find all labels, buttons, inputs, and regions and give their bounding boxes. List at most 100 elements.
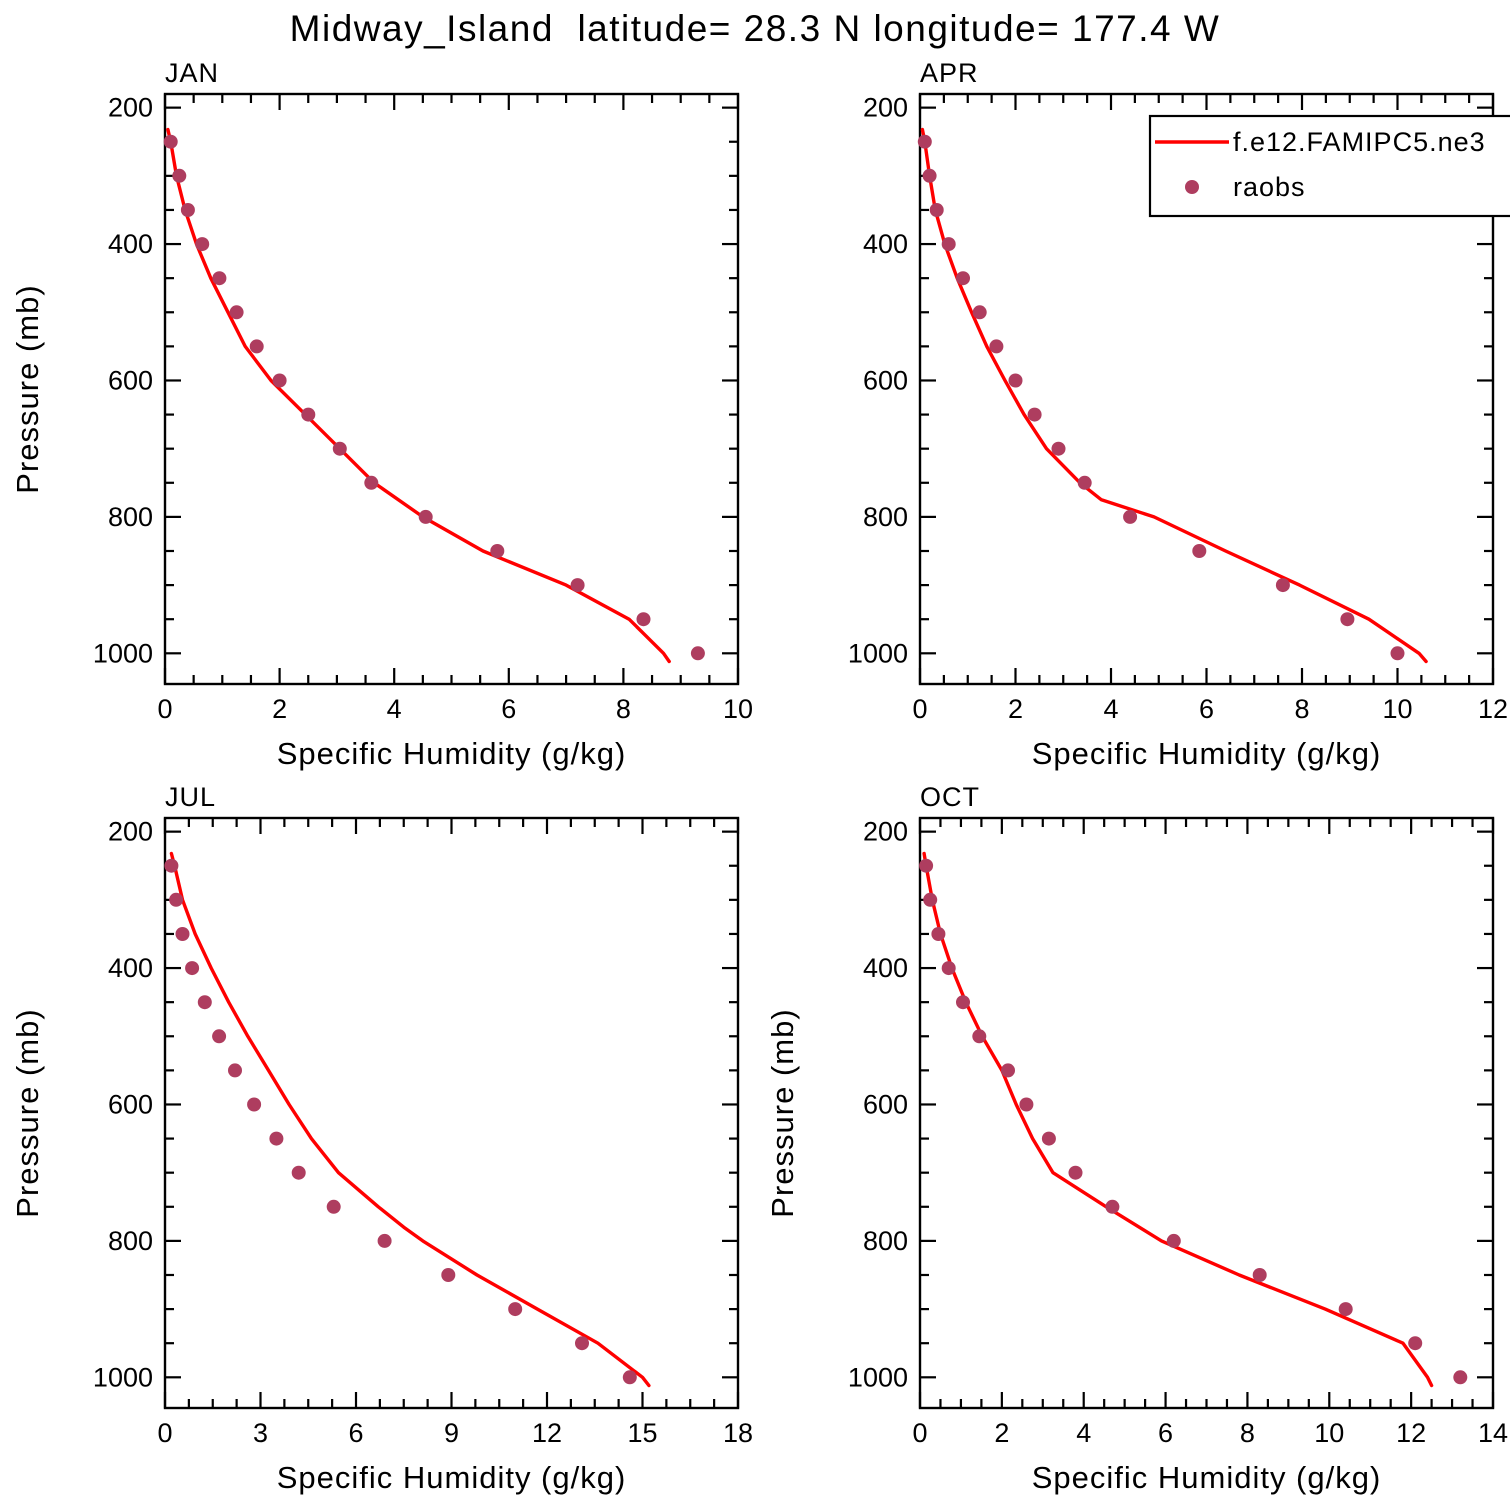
y-tick-label: 800: [863, 1226, 908, 1256]
y-tick-label: 1000: [848, 1362, 908, 1392]
plot-frame: [163, 816, 740, 1410]
y-tick-label: 600: [108, 1089, 153, 1119]
raobs-dot: [929, 203, 944, 217]
x-tick-label: 10: [723, 694, 753, 724]
y-axis-title: Pressure (mb): [10, 284, 45, 493]
raobs-dot: [441, 1268, 456, 1282]
x-tick-label: 4: [1076, 1418, 1091, 1448]
raobs-dot: [1105, 1199, 1120, 1214]
x-tick-label: 0: [912, 694, 927, 724]
x-tick-label: 8: [616, 694, 631, 724]
raobs-dot: [326, 1199, 341, 1214]
x-tick-label: 2: [1008, 694, 1023, 724]
raobs-dot: [1453, 1370, 1468, 1385]
raobs-dot: [1008, 373, 1023, 388]
y-tick-label: 200: [108, 817, 153, 847]
raobs-dot: [1041, 1131, 1056, 1146]
panel-month-label: JUL: [165, 782, 216, 812]
raobs-dot: [941, 237, 956, 252]
raobs-dot: [212, 271, 227, 286]
raobs-dot: [272, 373, 287, 388]
raobs-dot: [919, 858, 934, 873]
raobs-dot: [1408, 1336, 1423, 1351]
y-tick-label: 600: [863, 365, 908, 395]
raobs-dot: [1123, 509, 1138, 524]
raobs-dot: [570, 578, 585, 593]
raobs-dot: [1051, 441, 1066, 456]
raobs-dot: [269, 1131, 284, 1146]
raobs-dot: [180, 203, 195, 217]
raobs-dot: [169, 892, 184, 907]
x-tick-label: 6: [1199, 694, 1214, 724]
raobs-dot: [364, 475, 379, 490]
x-axis-title: Specific Humidity (g/kg): [277, 736, 627, 771]
raobs-dot: [1390, 646, 1405, 661]
raobs-dot: [164, 858, 179, 873]
raobs-dot: [1275, 578, 1290, 593]
y-tick-label: 200: [863, 93, 908, 123]
raobs-dot: [332, 441, 347, 456]
raobs-dot: [690, 646, 705, 661]
x-tick-label: 14: [1478, 1418, 1508, 1448]
panel-jul: 0 3 6 9 12 15 18 200 400 600 800 1000 JUL Specific Hu…: [10, 782, 753, 1495]
raobs-dot: [195, 237, 210, 252]
raobs-dot: [249, 339, 264, 354]
x-tick-label: 6: [348, 1418, 363, 1448]
raobs-dot: [931, 927, 946, 941]
model-line: [169, 851, 651, 1388]
x-tick-label: 12: [1396, 1418, 1426, 1448]
panel-jan: 0 2 4 6 8 10 200 400 600 800 1000 JAN Specific Humid…: [10, 58, 753, 771]
legend-dot-label: raobs: [1233, 172, 1306, 202]
raobs-dot: [972, 305, 987, 320]
y-tick-label: 800: [863, 502, 908, 532]
x-tick-label: 0: [157, 1418, 172, 1448]
y-tick-label: 200: [863, 817, 908, 847]
y-tick-label: 400: [863, 953, 908, 983]
legend-line-label: f.e12.FAMIPC5.ne3: [1233, 127, 1486, 157]
panel-month-label: JAN: [165, 58, 219, 88]
raobs-dot: [301, 407, 316, 422]
raobs-dot: [972, 1029, 987, 1044]
raobs-dot: [418, 509, 433, 524]
raobs-dot: [941, 961, 956, 976]
raobs-dot: [508, 1302, 523, 1317]
raobs-dot: [1027, 407, 1042, 422]
plot-frame: [918, 816, 1495, 1410]
x-tick-label: 18: [723, 1418, 753, 1448]
x-tick-label: 4: [387, 694, 402, 724]
x-tick-label: 10: [1314, 1418, 1344, 1448]
raobs-dot: [291, 1165, 306, 1180]
x-tick-label: 12: [1478, 694, 1508, 724]
panel-oct: 0 2 4 6 8 10 12 14 200 400 600 800 1000 OCT Specific H…: [765, 782, 1508, 1495]
x-axis-title: Specific Humidity (g/kg): [1032, 1460, 1382, 1495]
x-tick-label: 2: [994, 1418, 1009, 1448]
raobs-dot: [636, 612, 651, 627]
y-tick-label: 800: [108, 1226, 153, 1256]
x-tick-label: 8: [1240, 1418, 1255, 1448]
x-tick-label: 15: [627, 1418, 657, 1448]
raobs-dot: [185, 961, 200, 976]
x-tick-label: 2: [272, 694, 287, 724]
x-tick-label: 12: [532, 1418, 562, 1448]
raobs-dot: [1252, 1268, 1267, 1282]
y-tick-label: 800: [108, 502, 153, 532]
raobs-dot: [1019, 1097, 1034, 1112]
panel-apr: 0 2 4 6 8 10 12 200 400 600 800 1000 APR Specific Hum…: [848, 58, 1510, 771]
raobs-dot: [197, 995, 212, 1010]
y-tick-label: 1000: [848, 638, 908, 668]
raobs-dot: [575, 1336, 589, 1351]
model-line: [922, 851, 1434, 1388]
x-tick-label: 0: [157, 694, 172, 724]
x-tick-label: 9: [444, 1418, 459, 1448]
raobs-dot: [490, 544, 505, 558]
raobs-dot: [1077, 475, 1092, 490]
x-tick-label: 6: [1158, 1418, 1173, 1448]
raobs-dot: [917, 134, 932, 149]
x-tick-label: 4: [1103, 694, 1118, 724]
raobs-dot: [956, 995, 970, 1010]
raobs-dot: [229, 305, 244, 320]
panel-month-label: OCT: [920, 782, 980, 812]
raobs-dot: [1001, 1063, 1015, 1078]
raobs-dot: [377, 1233, 392, 1248]
